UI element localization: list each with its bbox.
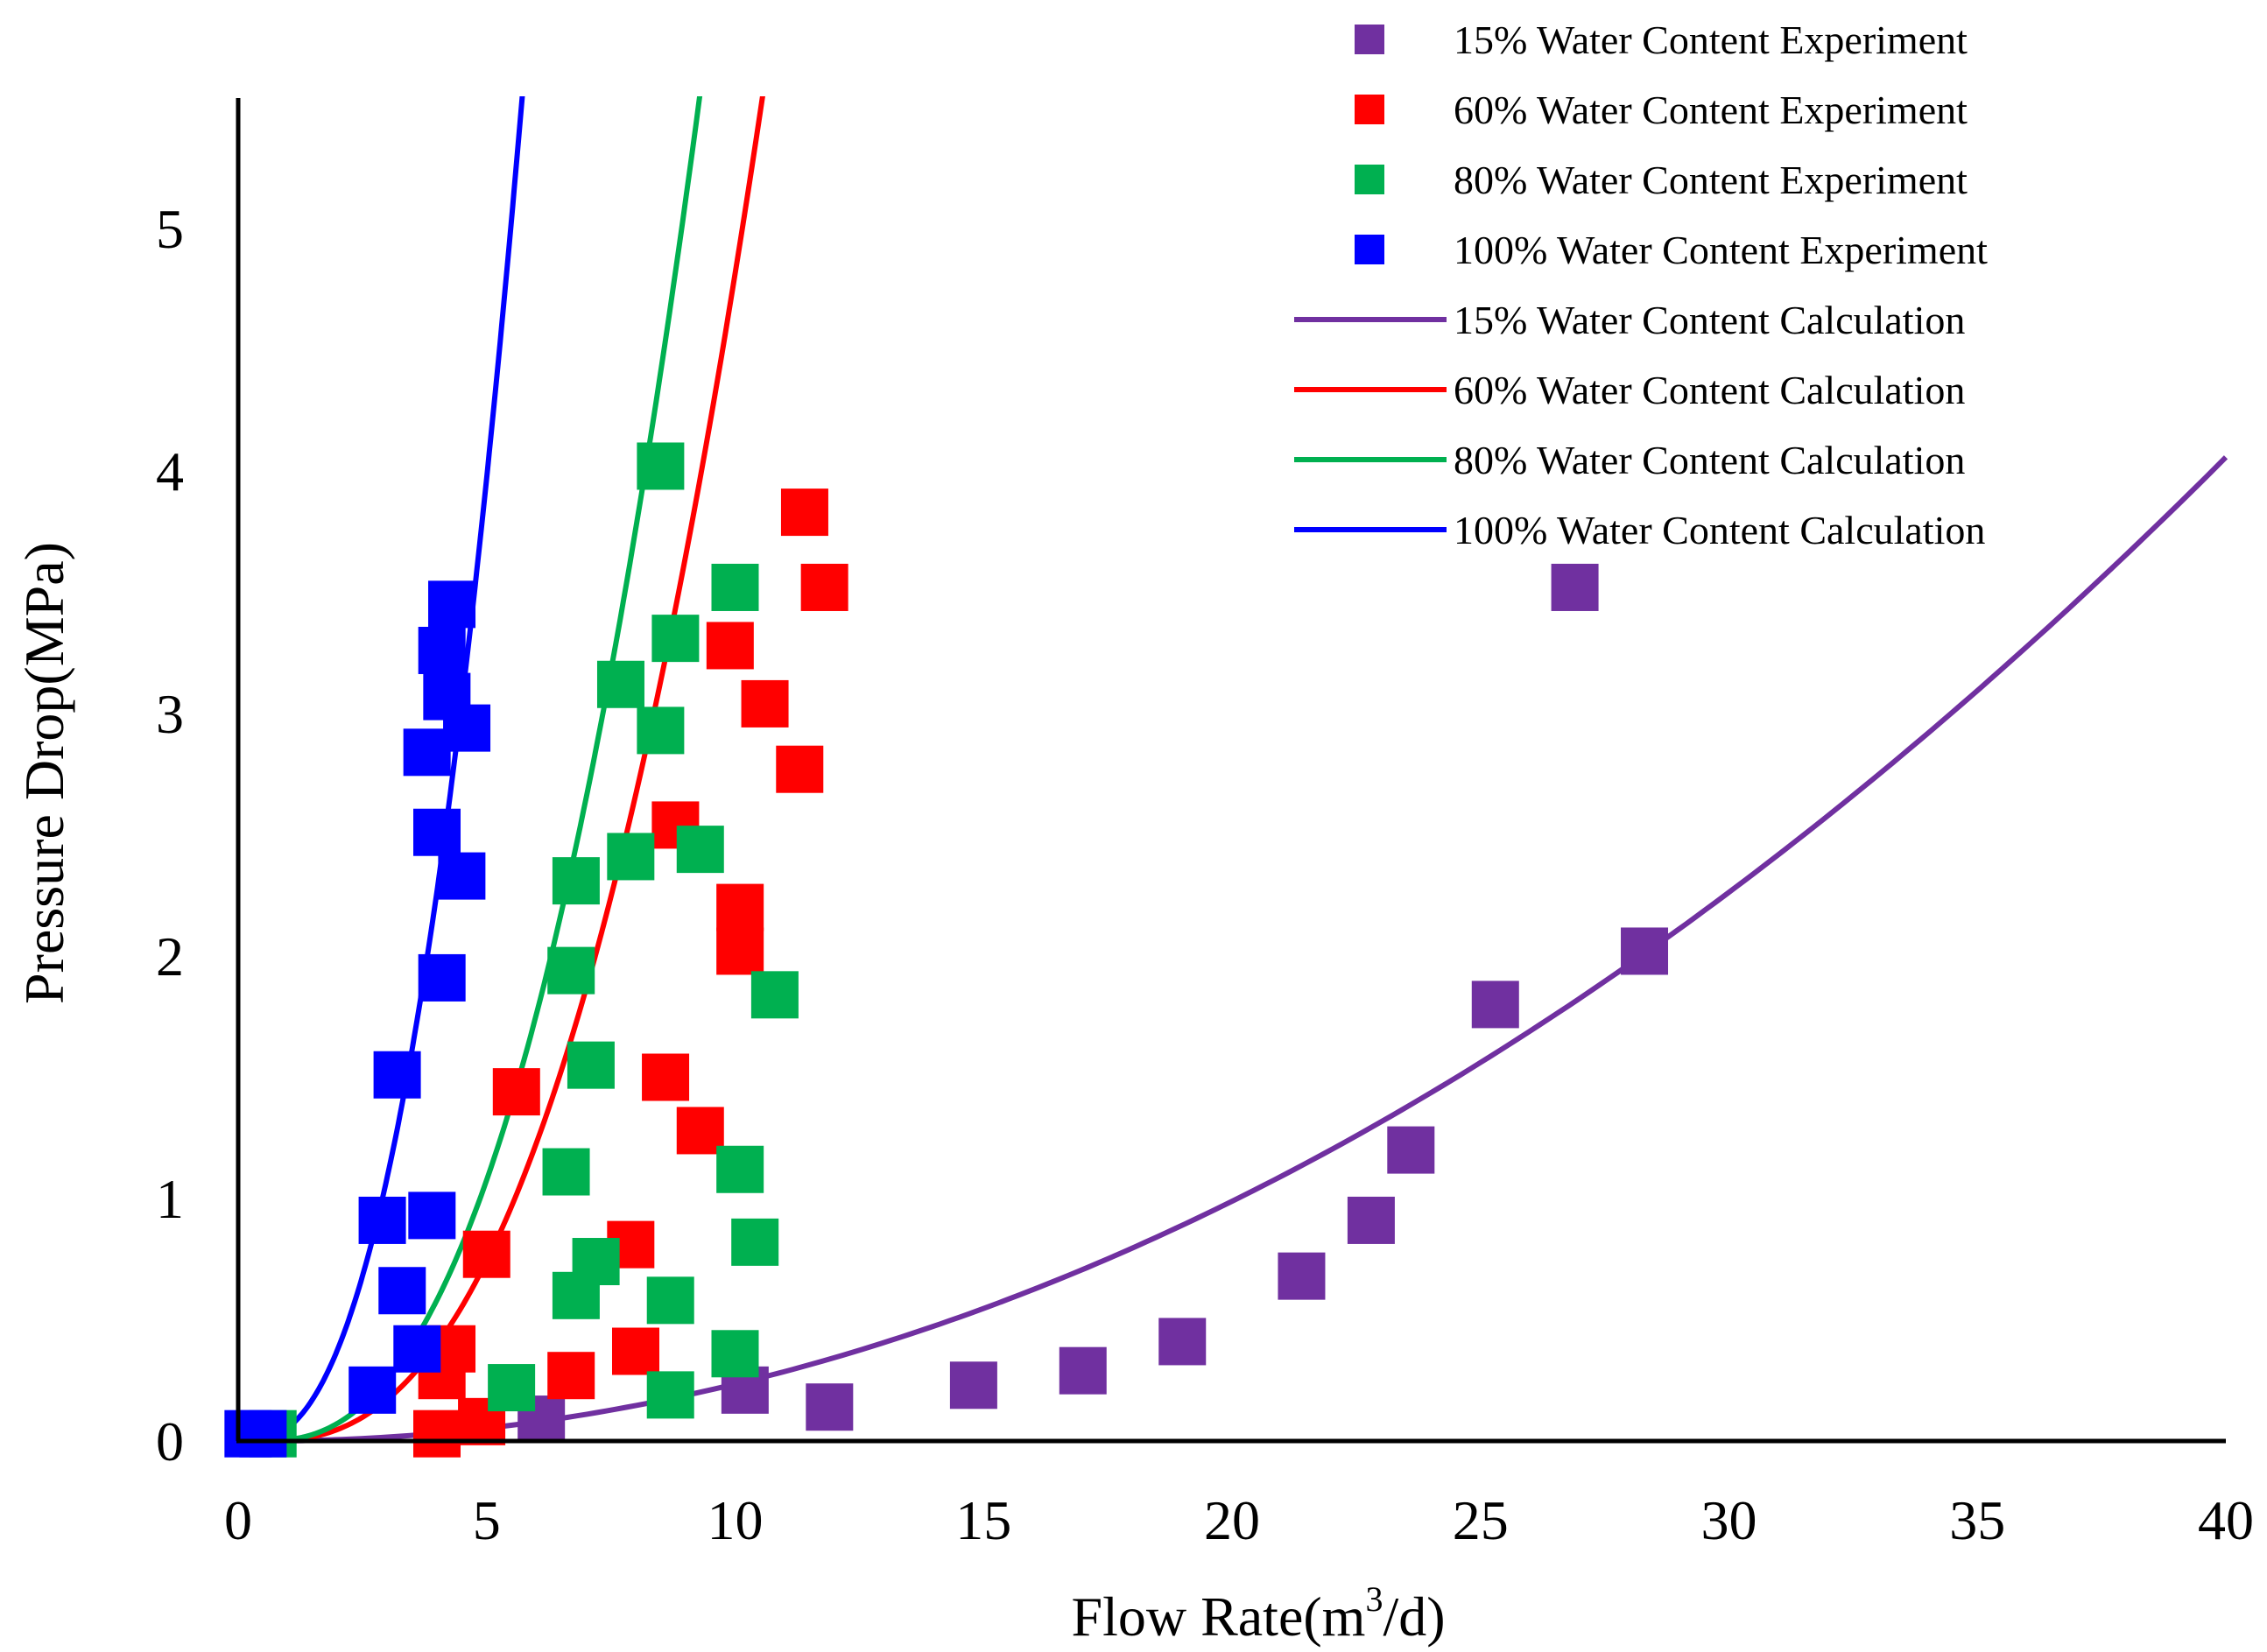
legend-marker-swatch [1355, 25, 1384, 54]
experiment-point-60-percent [741, 679, 789, 728]
legend-marker-swatch [1355, 235, 1384, 264]
experiment-point-80-percent [607, 833, 655, 881]
x-tick-label: 0 [224, 1489, 252, 1551]
experiment-point-80-percent [488, 1364, 536, 1412]
experiment-point-80-percent [572, 1238, 620, 1286]
experiment-point-15-percent [1471, 981, 1519, 1029]
experiment-point-60-percent [706, 622, 754, 670]
legend: 15% Water Content Experiment 60% Water Co… [1294, 18, 1988, 552]
x-tick-label: 5 [473, 1489, 501, 1551]
experiment-point-80-percent [731, 1218, 779, 1266]
experiment-point-60-percent [462, 1230, 510, 1278]
y-tick-label: 2 [156, 925, 184, 988]
legend-label: 60% Water Content Calculation [1454, 368, 1965, 412]
experiment-point-60-percent [800, 563, 848, 611]
legend-label: 80% Water Content Experiment [1454, 158, 1968, 202]
experiment-point-60-percent [780, 489, 828, 537]
x-axis-label: Flow Rate(m3/d) [1071, 1579, 1445, 1648]
x-tick-label: 25 [1453, 1489, 1509, 1551]
experiment-point-60-percent [676, 1107, 724, 1155]
experiment-point-15-percent [1387, 1126, 1435, 1174]
experiment-markers [224, 442, 1669, 1458]
experiment-point-80-percent [651, 615, 700, 663]
experiment-point-60-percent [492, 1068, 540, 1116]
y-tick-label: 3 [156, 683, 184, 745]
experiment-point-80-percent [711, 563, 759, 611]
legend-label: 100% Water Content Experiment [1454, 228, 1988, 272]
experiment-point-100-percent [428, 580, 476, 629]
experiment-point-80-percent [637, 442, 685, 490]
y-tick-labels: 0 1 2 3 4 5 [156, 198, 184, 1473]
experiment-point-80-percent [646, 1371, 694, 1419]
experiment-point-15-percent [806, 1383, 854, 1431]
x-tick-labels: 0 5 10 15 20 25 30 35 40 [224, 1489, 2254, 1551]
experiment-point-60-percent [776, 745, 824, 793]
experiment-point-80-percent [552, 857, 600, 905]
experiment-point-100-percent [418, 626, 466, 674]
legend-marker-swatch [1355, 165, 1384, 194]
legend-label: 15% Water Content Experiment [1454, 18, 1968, 62]
y-axis-label: Pressure Drop(MPa) [13, 542, 75, 1004]
experiment-point-80-percent [711, 1330, 759, 1378]
experiment-point-100-percent [348, 1366, 397, 1414]
experiment-point-15-percent [1347, 1196, 1395, 1244]
x-tick-label: 15 [955, 1489, 1011, 1551]
experiment-point-80-percent [547, 946, 595, 995]
x-tick-label: 35 [1949, 1489, 2005, 1551]
experiment-point-60-percent [642, 1053, 690, 1101]
experiment-point-80-percent [676, 826, 724, 874]
experiment-point-80-percent [750, 971, 799, 1019]
experiment-point-15-percent [949, 1361, 997, 1409]
experiment-point-100-percent [403, 728, 451, 777]
experiment-point-100-percent [378, 1267, 426, 1315]
legend-marker-swatch [1355, 95, 1384, 124]
x-tick-label: 20 [1204, 1489, 1260, 1551]
y-tick-label: 5 [156, 198, 184, 260]
experiment-point-60-percent [716, 883, 764, 931]
axes [236, 98, 2226, 1444]
experiment-point-100-percent [443, 704, 491, 752]
legend-label: 15% Water Content Calculation [1454, 298, 1965, 342]
experiment-point-80-percent [567, 1041, 615, 1089]
experiment-point-60-percent [612, 1327, 659, 1375]
experiment-point-100-percent [438, 852, 486, 900]
experiment-point-15-percent [1551, 563, 1599, 611]
experiment-point-15-percent [1158, 1318, 1207, 1366]
y-tick-label: 0 [156, 1410, 184, 1473]
y-tick-label: 4 [156, 440, 184, 503]
experiment-point-60-percent [716, 927, 764, 975]
calculation-curves [248, 96, 2228, 1444]
experiment-point-100-percent [408, 1192, 456, 1240]
experiment-point-100-percent [373, 1051, 421, 1099]
experiment-point-100-percent [418, 953, 466, 1002]
experiment-point-80-percent [637, 706, 685, 755]
experiment-point-100-percent [393, 1325, 441, 1373]
legend-label: 100% Water Content Calculation [1454, 508, 1985, 552]
legend-label: 60% Water Content Experiment [1454, 88, 1968, 132]
legend-label: 80% Water Content Calculation [1454, 438, 1965, 482]
experiment-point-80-percent [646, 1276, 694, 1325]
experiment-point-80-percent [542, 1148, 590, 1196]
x-tick-label: 10 [708, 1489, 764, 1551]
experiment-point-100-percent [358, 1196, 406, 1244]
experiment-point-60-percent [547, 1352, 595, 1400]
experiment-point-100-percent [413, 808, 461, 856]
experiment-point-15-percent [1621, 927, 1669, 975]
experiment-point-15-percent [1059, 1346, 1107, 1395]
experiment-point-100-percent [239, 1409, 287, 1458]
experiment-point-80-percent [716, 1145, 764, 1193]
experiment-point-60-percent [413, 1409, 461, 1458]
calc-curve-15-percent [263, 455, 2228, 1444]
experiment-point-80-percent [596, 660, 644, 708]
experiment-point-15-percent [1278, 1252, 1326, 1300]
x-tick-label: 30 [1701, 1489, 1757, 1551]
x-tick-label: 40 [2198, 1489, 2254, 1551]
y-tick-label: 1 [156, 1168, 184, 1230]
